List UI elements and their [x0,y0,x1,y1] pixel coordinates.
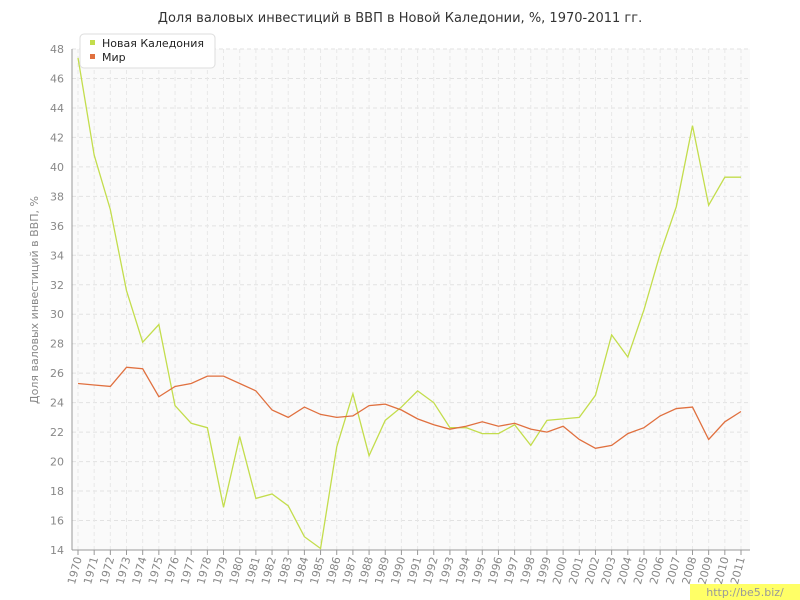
legend-label: Новая Каледония [102,37,204,50]
legend-swatch [90,40,95,45]
y-tick-label: 36 [50,220,64,233]
legend-box [79,33,216,69]
y-tick-label: 46 [50,72,64,85]
y-tick-label: 28 [50,338,64,351]
y-tick-label: 30 [50,308,64,321]
y-tick-label: 24 [50,397,64,410]
y-tick-label: 32 [50,279,64,292]
y-tick-label: 26 [50,367,64,380]
y-tick-label: 18 [50,485,64,498]
watermark-bg [690,584,800,600]
y-tick-label: 16 [50,515,64,528]
y-tick-label: 22 [50,426,64,439]
y-tick-label: 38 [50,190,64,203]
y-tick-label: 42 [50,131,64,144]
y-tick-label: 34 [50,249,64,262]
chart-title: Доля валовых инвестиций в ВВП в Новой Ка… [158,11,642,26]
y-tick-label: 40 [50,161,64,174]
legend-label: Мир [102,51,126,64]
y-tick-label: 20 [50,456,64,469]
y-tick-label: 48 [50,43,64,56]
y-tick-label: 14 [50,544,64,557]
y-tick-label: 44 [50,102,64,115]
y-axis-label: Доля валовых инвестиций в ВВП, % [28,196,41,404]
plot-area [72,49,750,550]
legend-swatch [90,54,95,59]
series-line [77,366,742,450]
watermark: http://be5.biz/ [706,586,784,599]
series-line [77,57,741,550]
